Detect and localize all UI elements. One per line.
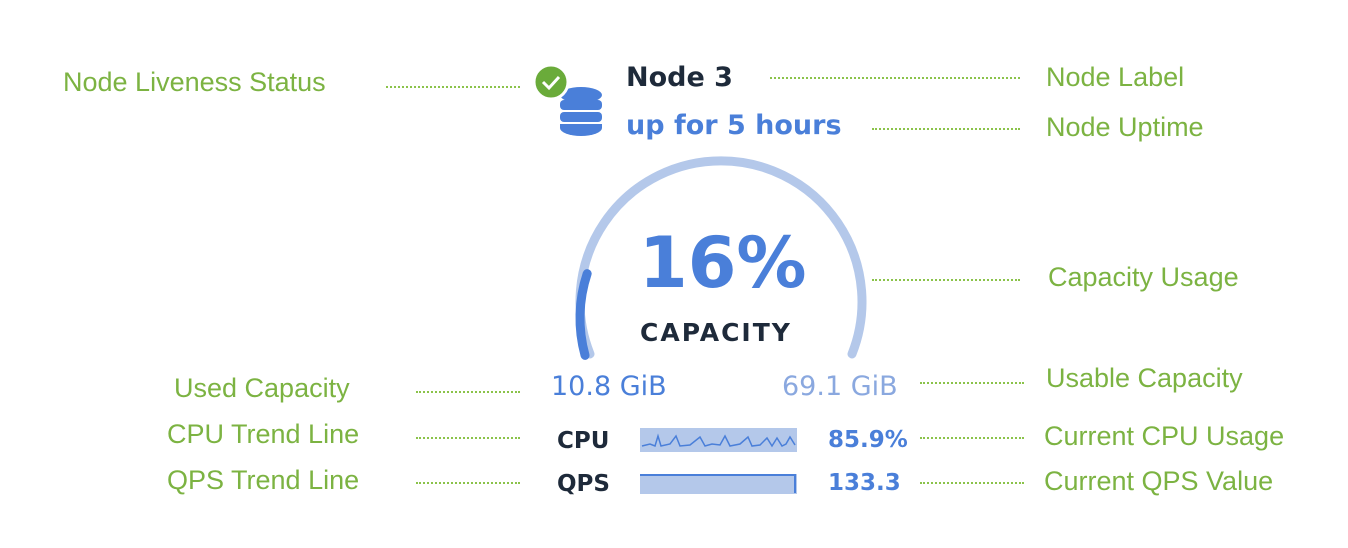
leader-line [386, 86, 520, 88]
capacity-label: CAPACITY [640, 318, 792, 347]
node-label: Node 3 [626, 62, 733, 93]
annotation-node-label: Node Label [1046, 62, 1185, 92]
leader-line [872, 279, 1020, 281]
capacity-percent: 16% [639, 222, 807, 304]
annotation-liveness: Node Liveness Status [63, 67, 326, 97]
annotation-capacity-usage: Capacity Usage [1048, 262, 1239, 292]
annotation-cpu-current: Current CPU Usage [1044, 421, 1285, 451]
annotation-uptime: Node Uptime [1046, 112, 1204, 142]
database-icon [560, 87, 602, 136]
leader-line [416, 482, 520, 484]
used-capacity: 10.8 GiB [551, 371, 667, 402]
node-uptime: up for 5 hours [626, 110, 842, 141]
cpu-value: 85.9% [828, 427, 908, 453]
capacity-gauge-fill [575, 269, 592, 360]
qps-label: QPS [557, 471, 610, 497]
cpu-trend-line [640, 428, 797, 452]
leader-line [416, 391, 520, 393]
cpu-label: CPU [557, 428, 610, 454]
annotation-qps-current: Current QPS Value [1044, 466, 1274, 496]
leader-line [920, 382, 1024, 384]
annotation-used-capacity: Used Capacity [174, 373, 350, 403]
leader-line [920, 482, 1024, 484]
capacity-gauge-track [575, 156, 867, 359]
qps-value: 133.3 [828, 470, 901, 496]
annotation-qps-trend: QPS Trend Line [167, 465, 360, 495]
qps-trend-line [640, 474, 797, 494]
leader-line [872, 128, 1020, 130]
leader-line [770, 77, 1020, 79]
annotation-usable-capacity: Usable Capacity [1046, 363, 1243, 393]
leader-line [920, 437, 1024, 439]
annotation-cpu-trend: CPU Trend Line [167, 419, 360, 449]
leader-line [416, 437, 520, 439]
check-circle-icon [532, 63, 570, 101]
usable-capacity: 69.1 GiB [782, 371, 898, 402]
